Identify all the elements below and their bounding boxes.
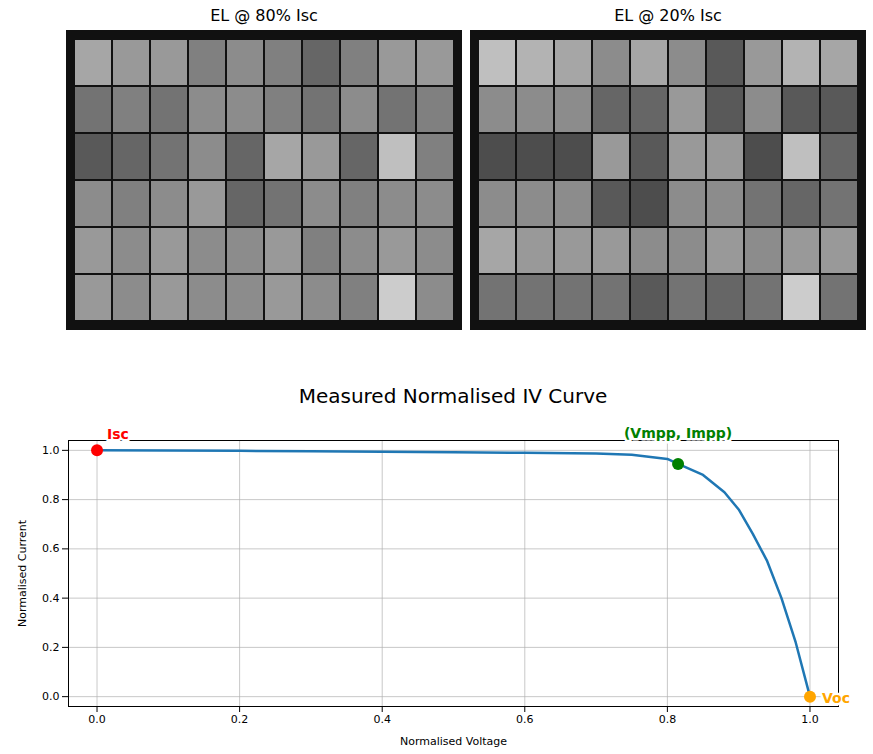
html-text:Measured Normalised IV Curve: Measured Normalised IV Curve	[298, 384, 608, 408]
svg-text:Normalised Voltage: Normalised Voltage	[400, 735, 507, 748]
svg-text:0.2: 0.2	[231, 713, 249, 726]
svg-text:0.0: 0.0	[42, 690, 60, 703]
svg-text:1.0: 1.0	[801, 713, 819, 726]
svg-text:0.8: 0.8	[42, 493, 60, 506]
svg-text:(Vmpp, Impp): (Vmpp, Impp)	[624, 425, 732, 441]
svg-text:Voc: Voc	[822, 690, 850, 706]
svg-text:0.0: 0.0	[88, 713, 106, 726]
svg-text:1.0: 1.0	[42, 444, 60, 457]
svg-text:Normalised Current: Normalised Current	[16, 519, 29, 627]
svg-text:0.8: 0.8	[659, 713, 677, 726]
svg-text:0.6: 0.6	[42, 542, 60, 555]
svg-text:0.4: 0.4	[42, 592, 60, 605]
html-text:EL @ 80% Isc: EL @ 80% Isc	[210, 6, 318, 25]
html-text:EL @ 20% Isc: EL @ 20% Isc	[614, 6, 722, 25]
svg-text:Isc: Isc	[107, 426, 129, 442]
svg-text:0.6: 0.6	[516, 713, 534, 726]
svg-text:0.2: 0.2	[42, 641, 60, 654]
svg-text:0.4: 0.4	[373, 713, 391, 726]
